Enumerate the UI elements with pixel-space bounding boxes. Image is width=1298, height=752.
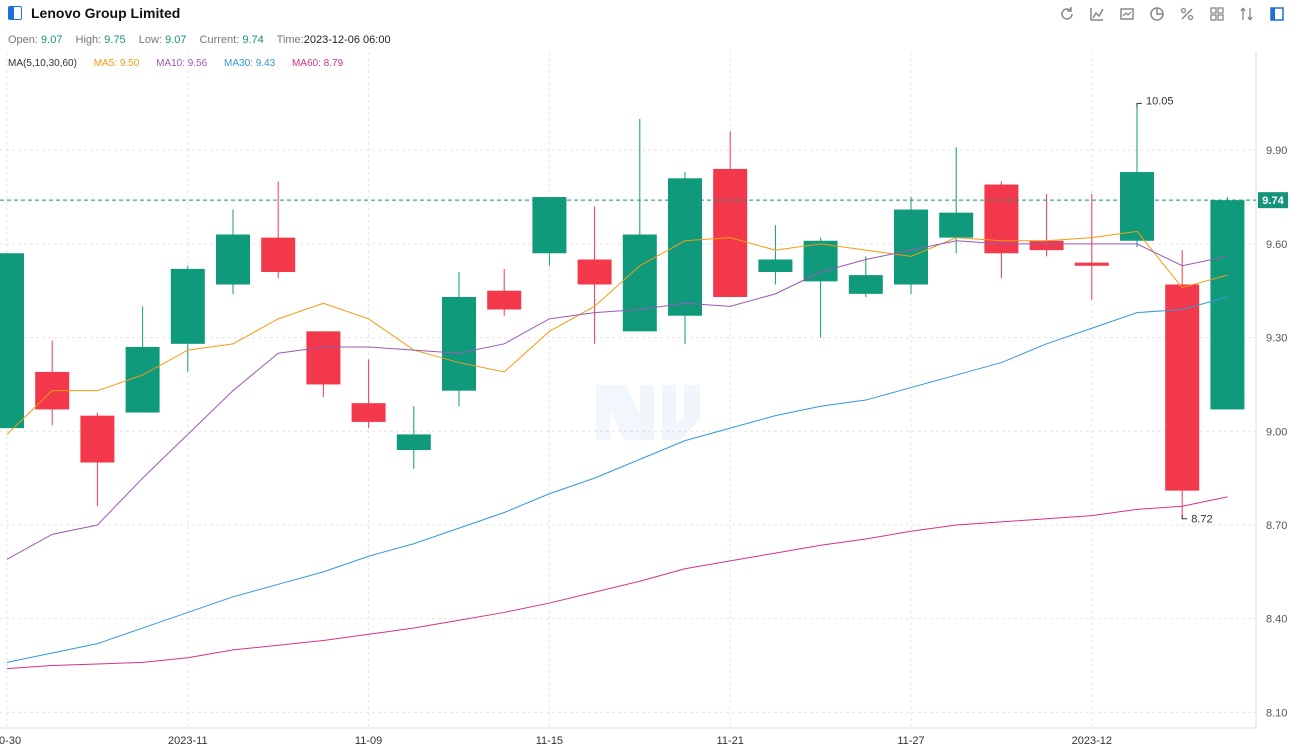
open-value: 9.07 xyxy=(41,34,63,46)
candle-body xyxy=(984,184,1019,254)
candle-body xyxy=(80,415,115,463)
current-price-label: 9.74 xyxy=(1262,195,1284,207)
candle-body xyxy=(1120,172,1154,241)
ma30-line xyxy=(6,296,1228,663)
low-value: 9.07 xyxy=(165,34,187,46)
current-value: 9.74 xyxy=(242,34,264,46)
candle-body xyxy=(1165,284,1200,491)
y-tick-label: 9.90 xyxy=(1266,145,1287,157)
panel-icon[interactable] xyxy=(1264,4,1290,24)
candle-body xyxy=(713,168,748,297)
open-label: Open: xyxy=(8,34,38,46)
candle-body xyxy=(622,234,657,332)
ma5-line xyxy=(6,230,1228,435)
chart-type-icon[interactable] xyxy=(1114,4,1140,24)
low-label: Low: xyxy=(138,34,162,46)
ma-legend-label: MA(5,10,30,60) xyxy=(8,58,77,69)
watermark-shape xyxy=(662,385,700,440)
current-price-tag xyxy=(1258,192,1288,209)
x-tick-label: 11-09 xyxy=(355,735,382,747)
chart-header: Lenovo Group Limited xyxy=(0,0,1298,28)
page-title: Lenovo Group Limited xyxy=(31,5,181,21)
ma60-legend: MA60: 8.79 xyxy=(291,58,344,69)
grid-icon[interactable] xyxy=(1204,4,1230,24)
time-label: Time: xyxy=(276,34,304,46)
candle-body xyxy=(1074,262,1109,266)
high-value: 9.75 xyxy=(104,34,126,46)
panel-toggle-icon[interactable] xyxy=(8,6,22,20)
ohlc-info: Open: 9.07 High: 9.75 Low: 9.07 Current:… xyxy=(8,34,391,46)
refresh-icon[interactable] xyxy=(1054,4,1080,24)
x-tick-label: 2023-12 xyxy=(1072,735,1112,747)
candle-body xyxy=(1029,240,1064,251)
candle-body xyxy=(170,268,205,344)
candle-body xyxy=(216,234,250,285)
max-marker xyxy=(1136,102,1142,108)
candle-body xyxy=(894,209,928,285)
candle-body xyxy=(396,434,431,451)
x-tick-label: 11-15 xyxy=(536,735,563,747)
x-tick-label: 2023-11 xyxy=(168,735,208,747)
pie-icon[interactable] xyxy=(1144,4,1170,24)
candle-body xyxy=(306,331,341,385)
y-tick-label: 9.30 xyxy=(1266,333,1287,345)
watermark-logo xyxy=(596,385,700,440)
candle-body xyxy=(0,253,24,429)
candle-body xyxy=(261,237,296,272)
ma60-line xyxy=(6,496,1228,670)
candle-body xyxy=(532,197,567,254)
candle-body xyxy=(803,240,838,282)
candle-body xyxy=(125,346,160,413)
candle-body xyxy=(939,212,974,238)
candle-body xyxy=(1210,200,1245,410)
x-tick-label: 11-27 xyxy=(897,735,924,747)
candle-body xyxy=(487,290,522,310)
ma10-legend: MA10: 9.56 xyxy=(156,58,208,69)
candle-body xyxy=(848,275,883,294)
candle-body xyxy=(577,259,612,285)
watermark-shape xyxy=(596,385,654,440)
x-tick-label: 11-21 xyxy=(717,735,744,747)
min-marker xyxy=(1181,514,1188,520)
max-label: 10.05 xyxy=(1146,95,1174,107)
y-tick-label: 9.00 xyxy=(1266,426,1287,438)
high-label: High: xyxy=(75,34,102,46)
x-tick-label: 10-30 xyxy=(0,735,21,747)
ma5-legend: MA5: 9.50 xyxy=(93,58,140,69)
y-tick-label: 8.70 xyxy=(1266,520,1287,532)
ma10-line xyxy=(6,240,1228,560)
y-tick-label: 8.10 xyxy=(1266,707,1287,719)
time-value: 2023-12-06 06:00 xyxy=(303,34,391,46)
y-tick-label: 8.40 xyxy=(1266,614,1287,626)
y-tick-label: 9.60 xyxy=(1266,239,1287,251)
ma30-legend: MA30: 9.43 xyxy=(224,58,276,69)
current-label: Current: xyxy=(199,34,240,46)
candle-body xyxy=(442,296,476,391)
percent-icon[interactable] xyxy=(1174,4,1200,24)
candle-body xyxy=(351,403,386,422)
adjust-icon[interactable] xyxy=(1234,4,1260,24)
candle-body xyxy=(758,259,793,272)
toolbar xyxy=(1054,4,1290,24)
ma-legend: MA(5,10,30,60) MA5: 9.50 MA10: 9.56 MA30… xyxy=(8,58,357,69)
draw-icon[interactable] xyxy=(1084,4,1110,24)
min-label: 8.72 xyxy=(1191,514,1212,526)
